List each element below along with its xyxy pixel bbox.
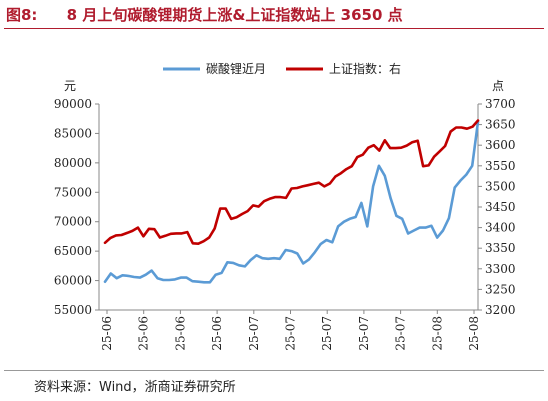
y-right-tick-label: 3450 xyxy=(485,200,516,214)
y-right-tick-label: 3650 xyxy=(485,118,516,132)
figure-title-text: 8 月上旬碳酸锂期货上涨&上证指数站上 3650 点 xyxy=(66,6,403,24)
y-left-tick-label: 85000 xyxy=(54,126,92,140)
y-right-tick-label: 3600 xyxy=(485,138,516,152)
legend-label-lithium: 碳酸锂近月 xyxy=(206,61,266,76)
series-line-shanghai-index xyxy=(103,119,480,245)
y-right-unit-label: 点 xyxy=(492,79,504,93)
y-left-tick-label: 75000 xyxy=(54,185,92,199)
title-divider xyxy=(4,28,544,29)
source-note: 资料来源：Wind，浙商证券研究所 xyxy=(34,380,236,395)
y-right-tick-label: 3350 xyxy=(485,241,516,255)
y-left-tick-label: 55000 xyxy=(54,303,92,317)
plot-area: 55000 60000 65000 70000 75000 80000 85000 90000… xyxy=(54,97,516,351)
x-tick-label: 25-07 xyxy=(357,316,371,351)
x-tick-label: 25-06 xyxy=(137,316,151,351)
x-tick-label: 25-08 xyxy=(467,316,481,351)
y-left-tick-label: 65000 xyxy=(54,244,92,258)
y-left-tick-label: 90000 xyxy=(54,97,92,111)
y-right-tick-label: 3500 xyxy=(485,179,516,193)
y-right-tick-label: 3700 xyxy=(485,97,516,111)
x-tick-label: 25-06 xyxy=(173,316,187,351)
source-divider xyxy=(4,370,544,371)
x-tick-label: 25-07 xyxy=(247,316,261,351)
series-line-lithium-carbonate xyxy=(103,120,480,284)
x-tick-label: 25-07 xyxy=(394,316,408,351)
x-tick-label: 25-06 xyxy=(100,316,114,351)
y-left-tick-label: 70000 xyxy=(54,215,92,229)
y-right-tick-label: 3400 xyxy=(485,221,516,235)
x-tick-label: 25-07 xyxy=(284,316,298,351)
chart: 碳酸锂近月 上证指数：右 元 点 55000 60000 65000 70000 750… xyxy=(54,61,516,351)
y-left-tick-label: 60000 xyxy=(54,274,92,288)
x-tick-label: 25-07 xyxy=(320,316,334,351)
figure-number: 图8: xyxy=(6,6,38,24)
y-right-tick-label: 3200 xyxy=(485,303,516,317)
legend: 碳酸锂近月 上证指数：右 xyxy=(163,61,401,76)
legend-label-shanghai-index: 上证指数：右 xyxy=(329,61,401,76)
x-tick-label: 25-08 xyxy=(430,316,444,351)
y-right-tick-label: 3250 xyxy=(485,282,516,296)
figure-title: 图8: 8 月上旬碳酸锂期货上涨&上证指数站上 3650 点 xyxy=(6,4,542,28)
x-tick-label: 25-06 xyxy=(210,316,224,351)
y-right-tick-label: 3300 xyxy=(485,262,516,276)
y-right-tick-label: 3550 xyxy=(485,159,516,173)
y-left-unit-label: 元 xyxy=(64,79,76,93)
y-left-tick-label: 80000 xyxy=(54,156,92,170)
